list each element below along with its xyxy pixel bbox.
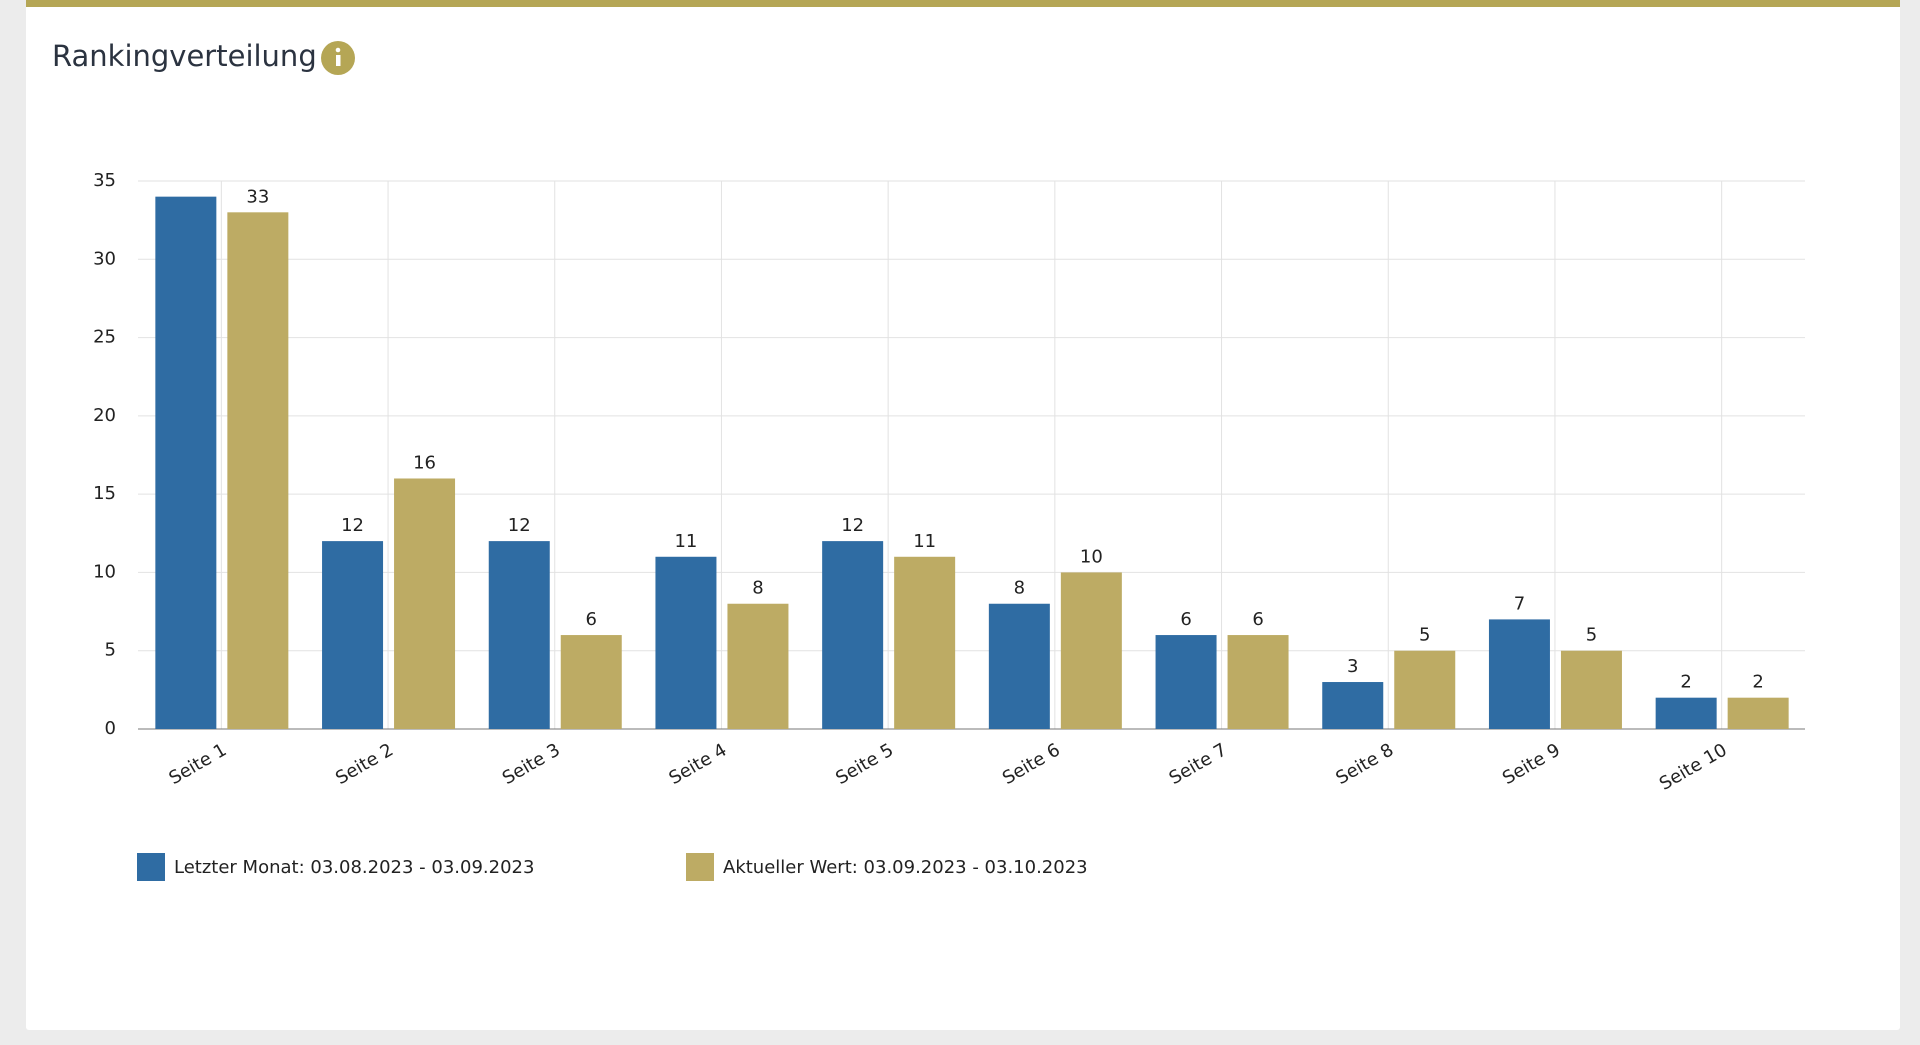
y-tick-label: 25 — [93, 327, 116, 348]
y-tick-label: 10 — [93, 561, 116, 582]
data-label: 2 — [1680, 672, 1691, 693]
info-stem[interactable] — [336, 55, 341, 66]
bar — [1394, 650, 1456, 729]
data-label: 8 — [1014, 578, 1025, 599]
bar — [227, 212, 289, 730]
bar — [322, 541, 384, 729]
data-label: 6 — [1180, 609, 1191, 630]
y-tick-label: 15 — [93, 483, 116, 504]
data-label: 5 — [1419, 625, 1430, 646]
data-label: 2 — [1752, 672, 1763, 693]
data-label: 11 — [913, 531, 936, 552]
y-tick-label: 30 — [93, 248, 116, 269]
data-label: 7 — [1514, 593, 1525, 614]
bar — [1322, 682, 1384, 729]
bar — [488, 541, 550, 729]
bar — [1155, 635, 1217, 729]
card-top-bar — [26, 0, 1900, 7]
info-icon[interactable] — [321, 41, 355, 75]
legend-label: Letzter Monat: 03.08.2023 - 03.09.2023 — [174, 857, 534, 878]
data-label: 10 — [1080, 546, 1103, 567]
bar — [155, 196, 217, 729]
bar — [1655, 697, 1717, 729]
legend-swatch — [686, 853, 714, 881]
bar — [822, 541, 884, 729]
y-tick-label: 5 — [105, 640, 116, 661]
legend-swatch — [137, 853, 165, 881]
bar — [655, 556, 717, 729]
bar — [1727, 697, 1789, 729]
bar — [1560, 650, 1622, 729]
legend-label: Aktueller Wert: 03.09.2023 - 03.10.2023 — [723, 857, 1088, 878]
data-label: 12 — [508, 515, 531, 536]
data-label: 16 — [413, 452, 436, 473]
data-label: 5 — [1586, 625, 1597, 646]
data-label: 3 — [1347, 656, 1358, 677]
bar — [394, 478, 456, 729]
bar — [560, 635, 622, 729]
y-tick-label: 0 — [105, 718, 116, 739]
bar — [1488, 619, 1550, 729]
card-title: Rankingverteilung — [52, 39, 317, 73]
info-dot[interactable] — [335, 47, 341, 53]
data-label: 12 — [341, 515, 364, 536]
y-tick-label: 20 — [93, 405, 116, 426]
data-label: 6 — [586, 609, 597, 630]
data-label: 11 — [674, 531, 697, 552]
y-tick-label: 35 — [93, 170, 116, 191]
data-label: 8 — [752, 578, 763, 599]
card — [26, 0, 1900, 1030]
data-label: 6 — [1252, 609, 1263, 630]
bar — [894, 556, 956, 729]
bar — [727, 603, 789, 729]
bar — [988, 603, 1050, 729]
data-label: 33 — [246, 186, 269, 207]
bar — [1060, 572, 1122, 729]
data-label: 12 — [841, 515, 864, 536]
bar — [1227, 635, 1289, 729]
